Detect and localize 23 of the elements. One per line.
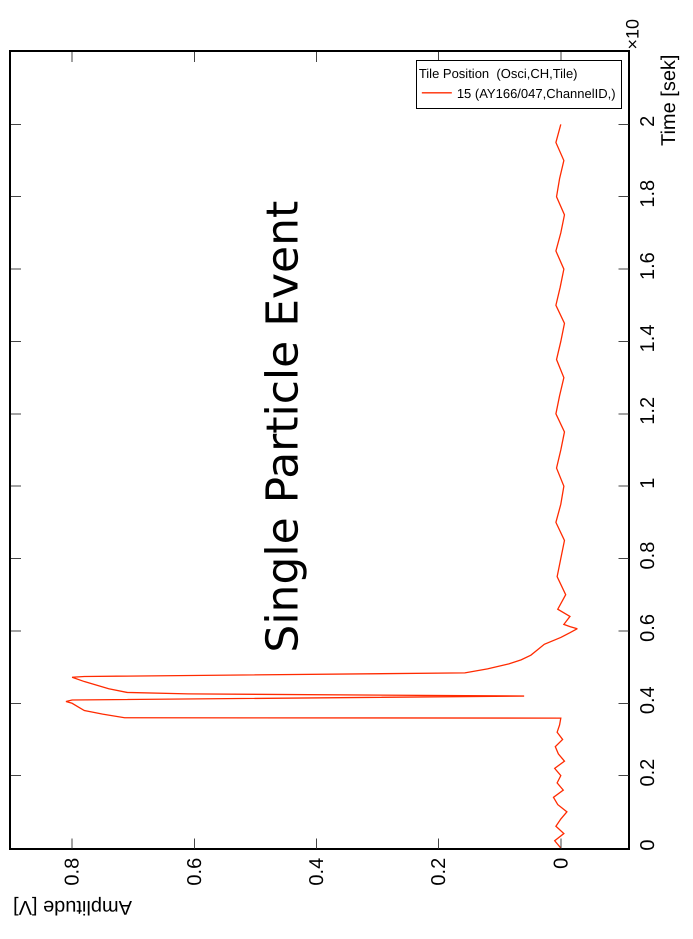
x-axis-title: Amplitude [V] — [13, 896, 132, 918]
x-tick-label: 0.4 — [306, 858, 328, 886]
legend-label: 15 (AY166/047,ChannelID,) — [456, 86, 616, 101]
y-tick-label: 0 — [636, 839, 659, 851]
y-tick-label: 1.2 — [636, 396, 659, 425]
x-tick-label: 0 — [550, 858, 572, 869]
annotation: Single Particle Event — [257, 200, 308, 653]
y-tick-label: 1.4 — [636, 324, 659, 352]
y-tick-label: 1.8 — [636, 180, 659, 208]
y-tick-label: 0.2 — [636, 758, 659, 787]
y-tick-label: 0.6 — [636, 614, 659, 642]
y-tick-label: 0.4 — [636, 686, 659, 714]
y-tick-label: 0.8 — [636, 542, 659, 570]
text: ×10 — [622, 18, 642, 50]
x-tick-label: 0.6 — [184, 858, 206, 886]
y-axis-title: Time [sek] — [658, 54, 680, 146]
y-tick-label: 1.6 — [636, 252, 659, 280]
y-tick-label: 1 — [636, 478, 659, 489]
y-tick-label: 2 — [636, 116, 659, 127]
legend-title: Tile Position (Osci,CH,Tile) — [418, 66, 578, 81]
x-tick-label: 0.8 — [62, 858, 84, 886]
line-series — [65, 124, 578, 848]
x-tick-label: 0.2 — [428, 858, 450, 886]
